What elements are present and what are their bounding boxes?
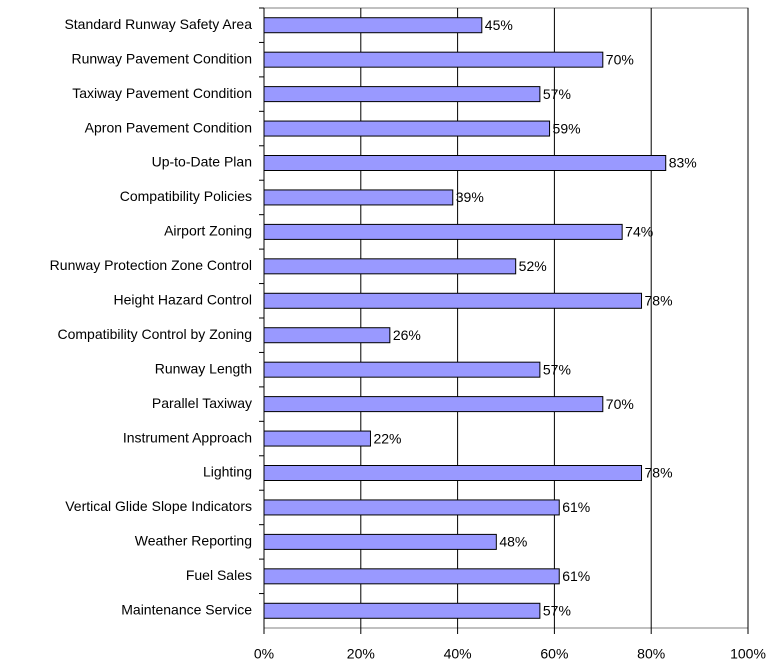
data-label: 22% [373,430,401,446]
bar [263,155,667,171]
y-tick-label: Runway Length [155,360,252,376]
x-tick-label: 100% [730,646,766,662]
bar [263,327,391,344]
x-tick-label: 80% [637,646,665,662]
x-tick-label: 60% [540,646,568,662]
bar [263,189,454,206]
y-tick-label: Apron Pavement Condition [85,119,252,135]
data-label: 61% [562,499,590,515]
y-tick-label: Vertical Glide Slope Indicators [65,498,252,514]
y-tick-label: Taxiway Pavement Condition [72,85,252,101]
y-tick-label: Runway Pavement Condition [71,50,252,66]
y-tick-label: Runway Protection Zone Control [50,257,252,273]
data-label: 78% [645,292,673,308]
y-tick-label: Weather Reporting [135,533,252,549]
bar [263,258,517,275]
x-tick-label: 40% [444,646,472,662]
data-label: 57% [543,602,571,618]
bar [263,396,604,413]
bar [263,51,604,68]
data-label: 70% [606,396,634,412]
x-tick-label: 0% [254,646,274,662]
plot-area [263,7,749,629]
y-tick-label: Standard Runway Safety Area [64,16,252,32]
bar [263,499,560,516]
data-label: 39% [456,189,484,205]
data-label: 78% [645,465,673,481]
bar [263,568,560,585]
y-tick-label: Up-to-Date Plan [152,154,252,170]
bar [263,533,497,550]
bar [263,17,483,34]
x-tick-label: 20% [347,646,375,662]
data-label: 74% [625,224,653,240]
bar [263,223,623,240]
y-tick-label: Height Hazard Control [113,291,252,307]
y-tick-label: Maintenance Service [121,601,252,617]
bar [263,361,541,378]
y-tick-label: Instrument Approach [123,429,252,445]
data-label: 70% [606,51,634,67]
y-tick-label: Compatibility Control by Zoning [57,326,252,342]
data-label: 61% [562,568,590,584]
bar [263,120,551,137]
data-label: 48% [499,534,527,550]
y-tick-label: Compatibility Policies [120,188,252,204]
data-label: 45% [485,17,513,33]
data-label: 26% [393,327,421,343]
bar [263,86,541,103]
data-label: 57% [543,86,571,102]
data-label: 83% [669,155,697,171]
data-label: 57% [543,361,571,377]
y-tick-label: Lighting [203,464,252,480]
bar [263,430,371,447]
y-tick-label: Airport Zoning [164,223,252,239]
bar [263,465,643,481]
bar [263,602,541,619]
data-label: 52% [519,258,547,274]
bar [263,292,643,309]
y-tick-label: Parallel Taxiway [152,395,252,411]
data-label: 59% [553,120,581,136]
y-tick-label: Fuel Sales [186,567,252,583]
